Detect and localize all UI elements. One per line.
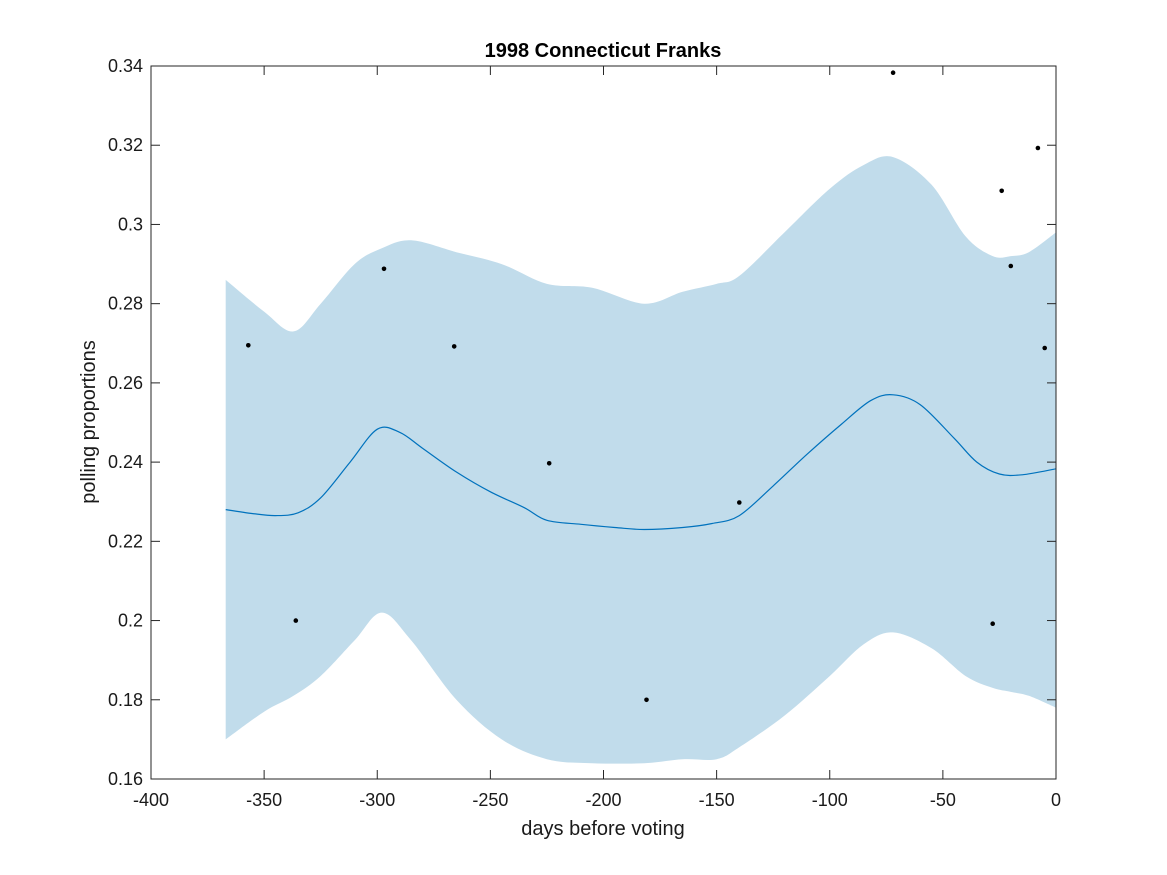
y-tick-label: 0.3	[118, 214, 143, 234]
x-tick-label: -200	[585, 790, 621, 810]
data-point	[990, 621, 995, 626]
x-tick-label: -400	[133, 790, 169, 810]
data-point	[546, 461, 552, 466]
y-tick-label: 0.28	[108, 294, 143, 314]
data-point	[1035, 145, 1041, 151]
y-tick-label: 0.2	[118, 611, 143, 631]
confidence-band	[225, 156, 1056, 764]
x-tick-label: -100	[812, 790, 848, 810]
y-tick-label: 0.24	[108, 452, 143, 472]
data-point	[999, 188, 1004, 194]
data-point	[737, 500, 742, 505]
x-tick-label: -250	[472, 790, 508, 810]
x-tick-label: -150	[699, 790, 735, 810]
y-tick-label: 0.34	[108, 56, 143, 76]
data-point	[293, 618, 299, 623]
y-tick-label: 0.32	[108, 135, 143, 155]
y-tick-label: 0.16	[108, 769, 143, 789]
plot-area: -400 -350 -300 -250 -200 -150 -100 -50 0 0.16 0.18…	[108, 56, 1061, 810]
data-point	[644, 697, 649, 703]
y-tick-label: 0.22	[108, 531, 143, 551]
chart-title: 1998 Connecticut Franks	[485, 40, 722, 62]
data-point	[451, 344, 457, 349]
x-tick-label: 0	[1051, 790, 1061, 810]
x-axis-label: days before voting	[521, 818, 684, 840]
data-point	[246, 343, 251, 348]
data-point	[890, 70, 896, 75]
data-point	[381, 266, 387, 272]
y-tick-label: 0.26	[108, 373, 143, 393]
data-point	[1008, 263, 1014, 269]
data-point	[1042, 345, 1047, 351]
x-tick-label: -350	[246, 790, 282, 810]
y-tick-label: 0.18	[108, 690, 143, 710]
x-tick-label: -300	[359, 790, 395, 810]
y-axis-label: polling proportions	[78, 340, 100, 503]
mean-line	[225, 394, 1057, 531]
x-tick-label: -50	[930, 790, 956, 810]
